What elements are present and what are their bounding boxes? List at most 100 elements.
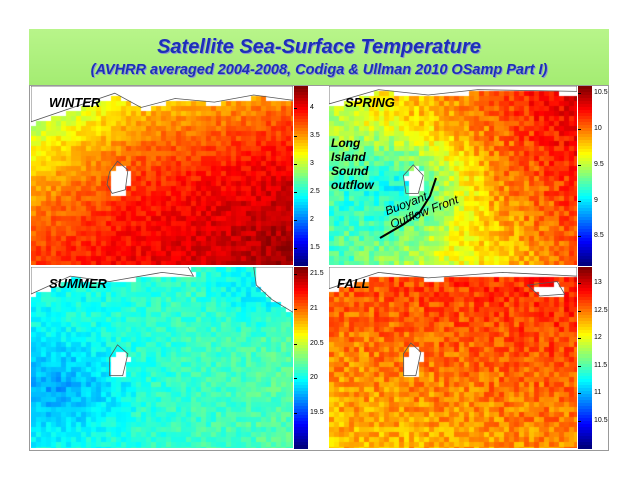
colorbar-tick-label: 21.5 xyxy=(310,269,324,277)
colorbar-segment xyxy=(578,235,592,239)
colorbar-segment xyxy=(294,154,308,159)
colorbar-segment xyxy=(578,199,592,203)
colorbar-segment xyxy=(294,229,308,233)
colorbar-segment xyxy=(578,127,592,132)
colorbar-segment xyxy=(294,244,308,248)
coastline-shape xyxy=(253,267,293,313)
colorbar-segment xyxy=(294,396,308,401)
colorbar-tick-mark xyxy=(578,128,581,130)
colorbar-tick-mark xyxy=(294,164,297,166)
coastline-shape xyxy=(329,86,577,105)
colorbar-segment xyxy=(294,148,308,153)
colorbar-segment xyxy=(294,145,308,150)
colorbar-segment xyxy=(294,429,308,434)
colorbar-segment xyxy=(294,330,308,334)
winter-sst-map: WINTER xyxy=(31,86,293,265)
colorbar-segment xyxy=(578,336,592,340)
colorbar-segment xyxy=(578,202,592,206)
colorbar-segment xyxy=(294,202,308,206)
colorbar-segment xyxy=(294,86,308,90)
colorbar-segment xyxy=(578,312,592,316)
colorbar-segment xyxy=(578,267,592,271)
spring-sst-map: SPRING xyxy=(329,86,577,265)
colorbar-segment xyxy=(294,342,308,347)
colorbar-segment xyxy=(294,196,308,200)
colorbar-segment xyxy=(578,184,592,189)
colorbar-segment xyxy=(578,181,592,186)
colorbar-segment xyxy=(578,324,592,328)
fall-sst-heatmap xyxy=(329,267,577,448)
colorbar-segment xyxy=(578,396,592,401)
colorbar-segment xyxy=(578,232,592,236)
colorbar-segment xyxy=(294,411,308,416)
colorbar-segment xyxy=(294,208,308,212)
colorbar-tick-label: 4 xyxy=(310,104,314,112)
outflow-line-4: outflow xyxy=(331,178,374,192)
colorbar-segment xyxy=(294,339,308,343)
colorbar-segment xyxy=(578,175,592,180)
colorbar-segment xyxy=(578,214,592,218)
colorbar-segment xyxy=(578,279,592,283)
colorbar-segment xyxy=(294,333,308,337)
colorbar-segment xyxy=(578,250,592,254)
colorbar-segment xyxy=(294,259,308,263)
colorbar-segment xyxy=(578,273,592,277)
colorbar-segment xyxy=(578,196,592,200)
colorbar-segment xyxy=(578,282,592,286)
colorbar-tick-mark xyxy=(294,220,297,222)
colorbar-segment xyxy=(578,238,592,242)
colorbar-tick-label: 19.5 xyxy=(310,409,324,417)
summer-coastline xyxy=(31,267,293,376)
colorbar-segment xyxy=(578,166,592,171)
colorbar-segment xyxy=(294,267,308,271)
colorbar-segment xyxy=(294,172,308,177)
colorbar-segment xyxy=(294,381,308,386)
colorbar-segment xyxy=(578,426,592,431)
colorbar-segment xyxy=(294,106,308,111)
colorbar-segment xyxy=(578,384,592,389)
colorbar-segment xyxy=(294,336,308,340)
colorbar-segment xyxy=(294,220,308,224)
colorbar-segment xyxy=(294,441,308,446)
colorbar-segment xyxy=(578,429,592,434)
colorbar-tick-label: 1.5 xyxy=(310,244,320,252)
colorbar-segment xyxy=(294,103,308,108)
colorbar-segment xyxy=(578,330,592,334)
colorbar-segment xyxy=(294,309,308,313)
colorbar-segment xyxy=(578,300,592,304)
colorbar-tick-mark xyxy=(294,308,297,310)
colorbar-tick-mark xyxy=(578,236,581,238)
colorbar-tick-mark xyxy=(294,378,297,380)
colorbar-segment xyxy=(294,393,308,398)
colorbar-segment xyxy=(578,375,592,380)
colorbar-segment xyxy=(294,127,308,132)
colorbar-segment xyxy=(294,387,308,392)
title-banner: Satellite Sea-Surface Temperature (AVHRR… xyxy=(29,29,609,85)
colorbar-segment xyxy=(294,402,308,407)
coastline-shape xyxy=(31,86,293,123)
colorbar-segment xyxy=(294,291,308,295)
colorbar-segment xyxy=(294,435,308,440)
colorbar-segment xyxy=(294,423,308,428)
colorbar-tick-label: 12.5 xyxy=(594,306,608,314)
colorbar-segment xyxy=(578,187,592,191)
outflow-line-3: Sound xyxy=(331,164,369,178)
colorbar-segment xyxy=(578,339,592,343)
colorbar-segment xyxy=(294,178,308,183)
colorbar-segment xyxy=(578,148,592,153)
colorbar-segment xyxy=(578,142,592,147)
colorbar-segment xyxy=(578,333,592,337)
summer-colorbar: 21.5 21 20.5 20 19.5 xyxy=(294,267,324,449)
colorbar-tick-mark xyxy=(578,338,581,340)
colorbar-segment xyxy=(294,351,308,356)
colorbar-segment xyxy=(578,402,592,407)
coastline-shape xyxy=(402,164,424,194)
colorbar-segment xyxy=(578,423,592,428)
colorbar-segment xyxy=(578,441,592,446)
colorbar-segment xyxy=(578,86,592,90)
colorbar-segment xyxy=(294,262,308,266)
colorbar-segment xyxy=(294,121,308,126)
colorbar-segment xyxy=(578,91,592,96)
colorbar-segment xyxy=(578,247,592,251)
colorbar-segment xyxy=(578,345,592,350)
